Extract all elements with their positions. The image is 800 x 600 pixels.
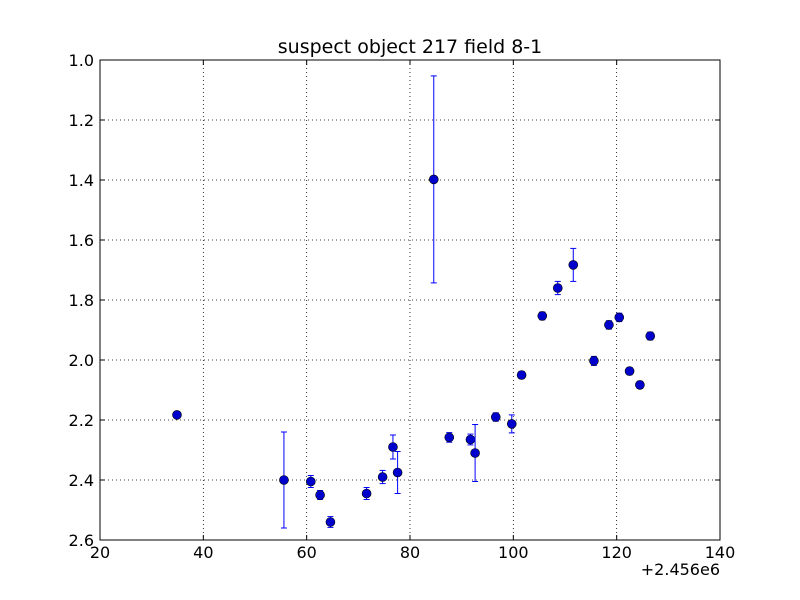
marker <box>325 517 336 527</box>
data-series <box>172 75 656 529</box>
marker <box>624 366 635 376</box>
marker <box>635 380 645 390</box>
x-tick-label: 80 <box>400 543 420 562</box>
y-tick-label: 2.0 <box>69 351 94 370</box>
marker <box>490 412 501 422</box>
data-point <box>428 75 439 284</box>
x-tick-label: 60 <box>296 543 316 562</box>
data-point <box>392 451 403 494</box>
x-offset-label: +2.456e6 <box>641 560 720 579</box>
marker <box>470 448 480 458</box>
marker <box>279 475 289 485</box>
data-point <box>604 320 614 330</box>
marker <box>305 476 316 487</box>
marker <box>361 488 372 499</box>
y-tick-label: 2.4 <box>69 471 94 490</box>
data-point <box>506 414 517 434</box>
marker <box>377 472 388 482</box>
marker <box>516 370 527 380</box>
marker <box>645 331 656 341</box>
data-point <box>470 424 480 482</box>
y-tick-label: 1.6 <box>69 231 94 250</box>
data-point <box>645 331 656 341</box>
marker <box>604 320 614 330</box>
grid <box>100 60 720 540</box>
y-tick-label: 2.2 <box>69 411 94 430</box>
marker <box>392 467 403 478</box>
marker <box>428 174 439 185</box>
y-tick-label: 2.6 <box>69 531 94 550</box>
marker <box>172 410 182 420</box>
data-point <box>465 433 476 446</box>
y-tick-label: 1.0 <box>69 51 94 70</box>
data-point <box>305 475 316 488</box>
data-point <box>552 280 563 296</box>
data-point <box>172 410 182 420</box>
marker <box>552 283 563 293</box>
x-tick-label: 140 <box>705 543 736 562</box>
data-point <box>568 247 579 282</box>
x-tick-label: 40 <box>193 543 213 562</box>
data-point <box>388 434 398 460</box>
data-point <box>279 431 289 529</box>
marker <box>589 356 599 366</box>
marker <box>537 311 548 321</box>
marker <box>614 312 625 323</box>
data-point <box>444 432 455 443</box>
marker <box>506 419 517 429</box>
marker <box>388 442 398 452</box>
x-tick-label: 120 <box>601 543 632 562</box>
data-point <box>325 516 336 528</box>
x-tick-label: 20 <box>90 543 110 562</box>
marker <box>444 432 455 443</box>
marker <box>315 490 325 500</box>
y-tick-label: 1.2 <box>69 111 94 130</box>
x-tick-label: 100 <box>498 543 529 562</box>
data-point <box>624 366 635 376</box>
data-point <box>537 311 548 321</box>
data-point <box>361 487 372 500</box>
data-point <box>490 412 501 422</box>
marker <box>568 260 579 270</box>
y-tick-label: 1.8 <box>69 291 94 310</box>
ticks: 20 40 60 80 100 120 140 1.0 1.2 1.4 1.6 1.8 2.0 2.2 2.… <box>69 51 736 562</box>
y-tick-label: 1.4 <box>69 171 94 190</box>
data-point <box>516 370 527 380</box>
data-point <box>614 312 625 323</box>
chart-title: suspect object 217 field 8-1 <box>278 36 543 58</box>
data-point <box>315 490 325 500</box>
data-point <box>589 355 599 366</box>
data-point <box>635 380 645 390</box>
marker <box>465 434 476 445</box>
data-point <box>377 469 388 485</box>
